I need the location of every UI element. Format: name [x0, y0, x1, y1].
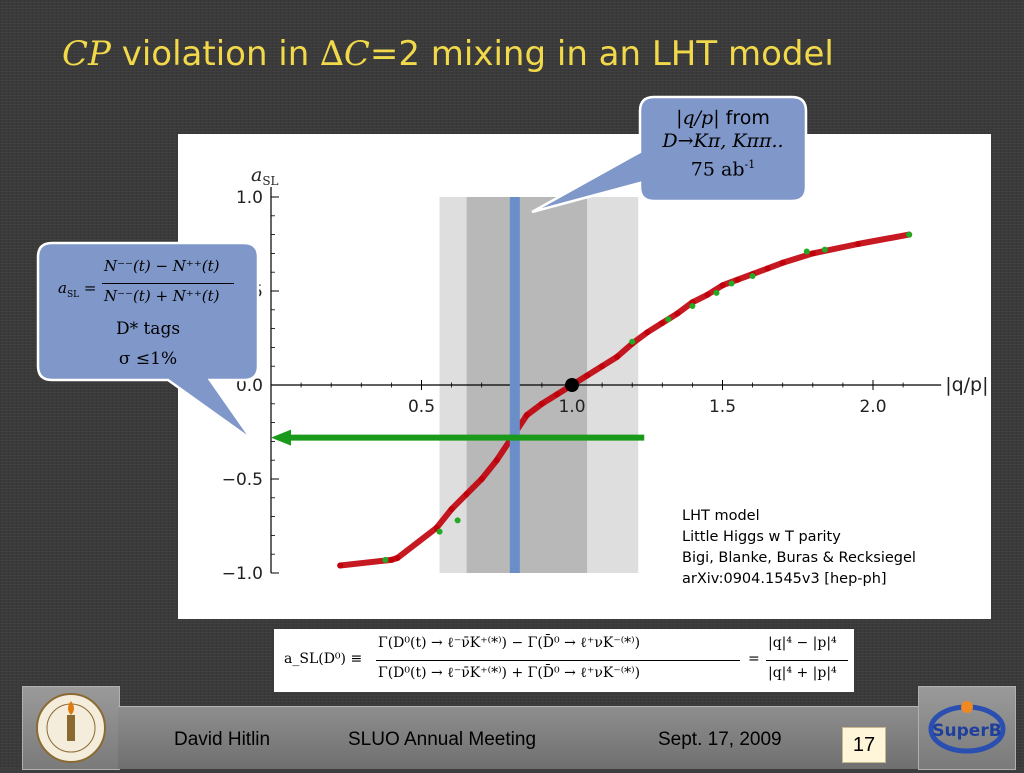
superb-logo-box: SuperB: [918, 686, 1016, 770]
data-point: [614, 353, 621, 360]
footer-date: Sept. 17, 2009: [658, 729, 782, 750]
footer-author: David Hitlin: [174, 729, 271, 750]
model-credit: LHT model Little Higgs w T parity Bigi, …: [682, 506, 916, 590]
data-point: [764, 265, 771, 272]
page-number: 17: [842, 727, 886, 763]
sm-point-marker: [565, 378, 579, 392]
credit-line: Bigi, Blanke, Buras & Recksiegel: [682, 550, 916, 566]
data-point: [584, 372, 591, 379]
slide-title: CP violation in ∆C=2 mixing in an LHT mo…: [62, 34, 834, 74]
footer-meeting: SLUO Annual Meeting: [348, 729, 537, 750]
data-point: [454, 517, 461, 524]
data-point: [599, 363, 606, 370]
data-point: [644, 329, 651, 336]
data-point: [659, 319, 666, 326]
x-tick-label: 0.5: [408, 397, 435, 417]
data-point: [553, 391, 560, 398]
data-point: [382, 556, 389, 563]
data-point: [749, 272, 756, 279]
y-tick-label: −1.0: [222, 564, 263, 584]
y-tick-label: −0.5: [222, 470, 263, 490]
asl-callout: aSL = N⁻⁻(t) − N⁺⁺(t) N⁻⁻(t) + N⁺⁺(t) D*…: [38, 243, 258, 379]
qp-callout: |q/p| from D→Kπ, Kππ.. 75 ab-1: [662, 107, 784, 181]
data-point: [478, 476, 485, 482]
credit-line: LHT model: [682, 508, 760, 524]
data-point: [704, 291, 711, 298]
chart-panel: 0.5 1.0 1.5 2.0 1.0 0.5 0.0 −0.5 −1.0 |q/p| aSL LH…: [178, 134, 991, 619]
data-point: [448, 506, 455, 513]
data-point: [523, 412, 530, 419]
data-point: [629, 338, 636, 345]
data-point: [713, 289, 720, 296]
y-tick-label: 1.0: [236, 188, 263, 208]
data-point: [854, 241, 861, 247]
superb-logo-text: SuperB: [932, 721, 1001, 741]
data-point: [803, 248, 810, 255]
data-point: [689, 303, 696, 310]
credit-line: arXiv:0904.1545v3 [hep-ph]: [682, 571, 887, 587]
data-point: [665, 316, 672, 323]
data-point: [538, 400, 545, 407]
caltech-seal-icon: [36, 693, 106, 763]
data-point: [394, 554, 401, 561]
data-point: [337, 562, 344, 569]
data-point: [821, 246, 828, 253]
credit-line: Little Higgs w T parity: [682, 529, 841, 545]
data-point: [436, 528, 443, 535]
data-point: [719, 282, 726, 289]
y-tick-label: 0.0: [236, 376, 263, 396]
data-point: [493, 457, 500, 464]
data-point: [734, 276, 741, 283]
superb-logo-icon: SuperB: [928, 701, 1006, 754]
asl-projection-arrowhead: [271, 429, 291, 446]
data-point: [388, 556, 395, 563]
measured-qp-line: [509, 197, 520, 573]
y-axis-label: aSL: [251, 164, 279, 188]
footer-bar: David Hitlin SLUO Annual Meeting Sept. 1…: [118, 706, 918, 769]
x-tick-label: 1.0: [558, 397, 585, 417]
data-point: [809, 250, 816, 257]
data-point: [906, 231, 913, 238]
y-axis-label-sub: SL: [262, 174, 278, 188]
asl-formula: a_SL(D⁰) ≡ Γ(D⁰(t) → ℓ⁻ν̄K⁺⁽*⁾) − Γ(D̄⁰ …: [274, 629, 854, 692]
data-point: [728, 280, 735, 287]
x-tick-label: 2.0: [859, 397, 886, 417]
x-tick-label: 1.5: [709, 397, 736, 417]
data-point: [463, 491, 470, 498]
x-axis-label: |q/p|: [945, 374, 988, 396]
data-point: [674, 310, 681, 317]
data-point: [779, 259, 786, 266]
caltech-logo-box: [22, 686, 120, 770]
